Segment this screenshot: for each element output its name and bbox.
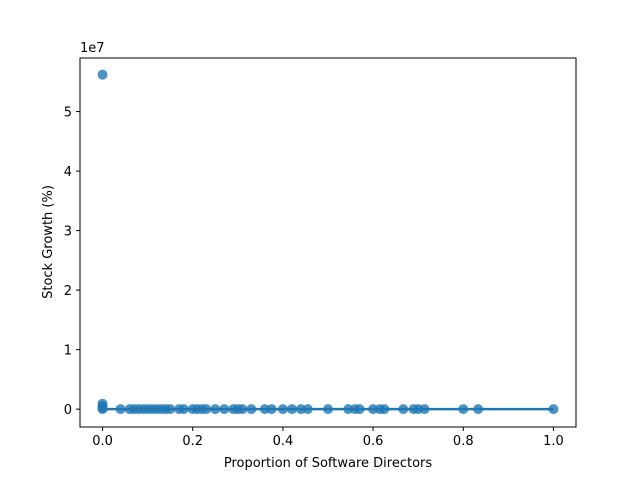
- x-tick-label: 0.6: [363, 434, 384, 449]
- axes-frame: [79, 57, 577, 428]
- plot-area: [97, 69, 559, 415]
- y-tick-label: 2: [64, 284, 72, 299]
- y-offset-label: 1e7: [80, 41, 105, 56]
- data-point: [97, 69, 108, 80]
- y-axis-label: Stock Growth (%): [41, 185, 56, 299]
- x-tick-label: 0.2: [182, 434, 203, 449]
- y-axis: 0 1 2 3 4 5: [64, 106, 80, 418]
- x-tick-label: 0.4: [273, 434, 294, 449]
- y-tick-label: 0: [64, 403, 72, 418]
- x-axis-label: Proportion of Software Directors: [224, 456, 433, 471]
- x-tick-label: 0.8: [453, 434, 474, 449]
- x-axis: 0.0 0.2 0.4 0.6 0.8 1.0: [92, 427, 564, 449]
- y-tick-label: 5: [64, 106, 72, 121]
- y-tick-label: 3: [64, 225, 72, 240]
- x-tick-label: 1.0: [543, 434, 564, 449]
- y-tick-label: 4: [64, 165, 72, 180]
- x-tick-label: 0.0: [92, 434, 113, 449]
- y-tick-label: 1: [64, 344, 72, 359]
